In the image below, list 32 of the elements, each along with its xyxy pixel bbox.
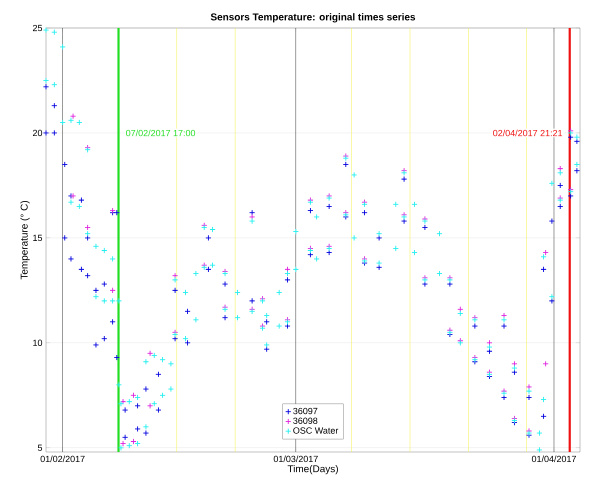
x-tick-label: 01/04/2017: [532, 456, 576, 462]
point: [120, 440, 126, 447]
point: [147, 402, 154, 409]
chart-title: Sensors Temperature: original times series: [210, 13, 416, 22]
point: [147, 350, 154, 356]
x-tick-label: 01/02/2017: [40, 456, 85, 462]
y-axis-title: Temperature (° C): [20, 200, 30, 280]
point: [130, 438, 136, 445]
point: [70, 192, 76, 199]
point: [486, 340, 492, 346]
point: [70, 113, 76, 120]
legend-label: 36097: [293, 408, 318, 414]
point: [457, 306, 464, 312]
y-tick-label: 10: [33, 340, 42, 346]
point: [542, 250, 549, 256]
point: [511, 360, 518, 367]
y-tick-label: 5: [38, 444, 42, 451]
legend-label: 36098: [293, 418, 318, 424]
point: [110, 287, 116, 294]
point: [84, 224, 91, 230]
legend-label: OSC Water: [293, 427, 338, 434]
y-tick-label: 15: [33, 234, 42, 242]
x-axis-title: Time(Days): [288, 464, 338, 474]
point: [130, 392, 136, 398]
x-tick-label: 01/03/2017: [274, 456, 318, 462]
y-tick-label: 25: [32, 24, 42, 32]
point: [172, 272, 178, 279]
point: [542, 360, 549, 367]
point: [284, 266, 291, 272]
ref-line-label: 02/04/2017 21:21: [493, 130, 562, 136]
y-tick-label: 20: [32, 130, 42, 136]
ref-line-label: 07/02/2017 17:00: [126, 130, 196, 136]
